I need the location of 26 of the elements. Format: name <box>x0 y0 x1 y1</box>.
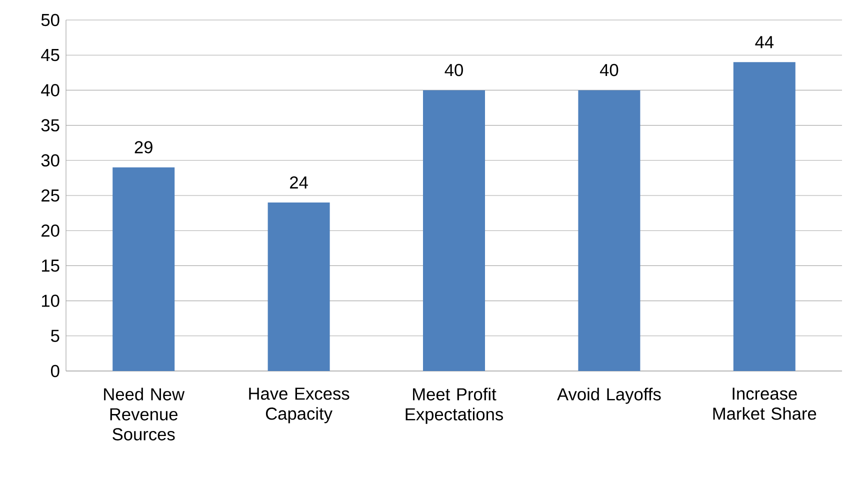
x-tick-label: Meet Profit Expectations <box>406 388 503 424</box>
x-tick-label: Have Excess Capacity <box>249 388 350 424</box>
bar <box>578 90 640 371</box>
data-label: 24 <box>290 176 308 188</box>
bar <box>423 90 485 371</box>
data-label: 40 <box>444 64 463 76</box>
y-tick-label: 15 <box>42 260 60 272</box>
bar <box>112 167 175 371</box>
x-tick-label: Need New Revenue Sources <box>104 388 185 440</box>
x-tick-label: Avoid Layoffs <box>557 388 661 404</box>
y-tick-label: 35 <box>41 119 60 132</box>
data-label: 40 <box>600 64 618 76</box>
bar <box>268 202 330 371</box>
data-label: 44 <box>755 36 774 48</box>
data-label: 29 <box>134 141 152 154</box>
y-tick-label: 10 <box>42 294 60 307</box>
bar <box>733 62 796 371</box>
y-tick-label: 0 <box>50 364 60 378</box>
y-tick-label: 30 <box>41 154 60 167</box>
y-tick-label: 5 <box>51 330 60 342</box>
y-tick-label: 20 <box>42 224 60 237</box>
y-tick-label: 25 <box>42 189 60 202</box>
x-tick-label: Increase Market Share <box>713 388 816 420</box>
y-tick-label: 45 <box>41 49 60 62</box>
y-tick-label: 50 <box>41 14 60 26</box>
y-tick-label: 40 <box>41 84 60 96</box>
